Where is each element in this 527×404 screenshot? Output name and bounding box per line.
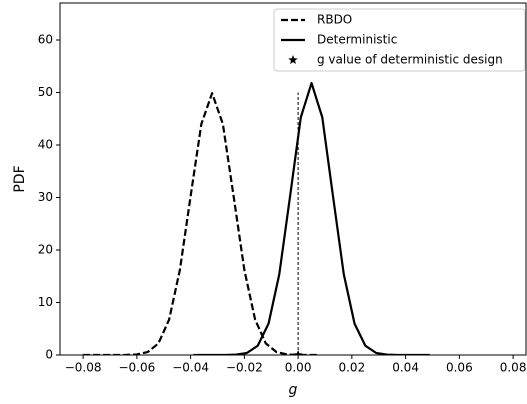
pdf-line xyxy=(193,81,430,355)
legend-box xyxy=(273,8,526,72)
x-tick-label: 0.06 xyxy=(446,361,473,375)
y-tick-label: 10 xyxy=(38,295,53,309)
y-tick-label: 50 xyxy=(38,85,53,99)
x-tick-label: −0.04 xyxy=(172,361,209,375)
y-tick-label: 0 xyxy=(45,348,53,362)
plot-frame xyxy=(59,2,527,356)
y-tick-label: 40 xyxy=(38,138,53,152)
x-tick-label: 0.02 xyxy=(338,361,365,375)
y-tick-label: 60 xyxy=(38,33,53,47)
legend: RBDO Deterministic g value of deterministi… xyxy=(273,8,526,72)
x-tick-label: 0.04 xyxy=(392,361,419,375)
y-axis-label: PDF xyxy=(12,165,28,192)
x-tick-label: 0.00 xyxy=(285,361,312,375)
legend-label: Deterministic xyxy=(317,33,397,47)
plot xyxy=(83,81,430,355)
star-marker xyxy=(293,350,303,355)
pdf-line xyxy=(83,92,320,355)
y-tick-label: 20 xyxy=(38,243,53,257)
x-tick-label: −0.08 xyxy=(65,361,102,375)
legend-label: RBDO xyxy=(317,13,352,27)
legend-star xyxy=(288,55,298,65)
x-tick-label: 0.08 xyxy=(500,361,527,375)
legend-label: g value of deterministic design xyxy=(317,53,503,67)
x-tick-label: −0.02 xyxy=(226,361,263,375)
x-tick-label: −0.06 xyxy=(118,361,155,375)
y-tick-label: 30 xyxy=(38,190,53,204)
x-axis-label: g xyxy=(289,382,298,398)
